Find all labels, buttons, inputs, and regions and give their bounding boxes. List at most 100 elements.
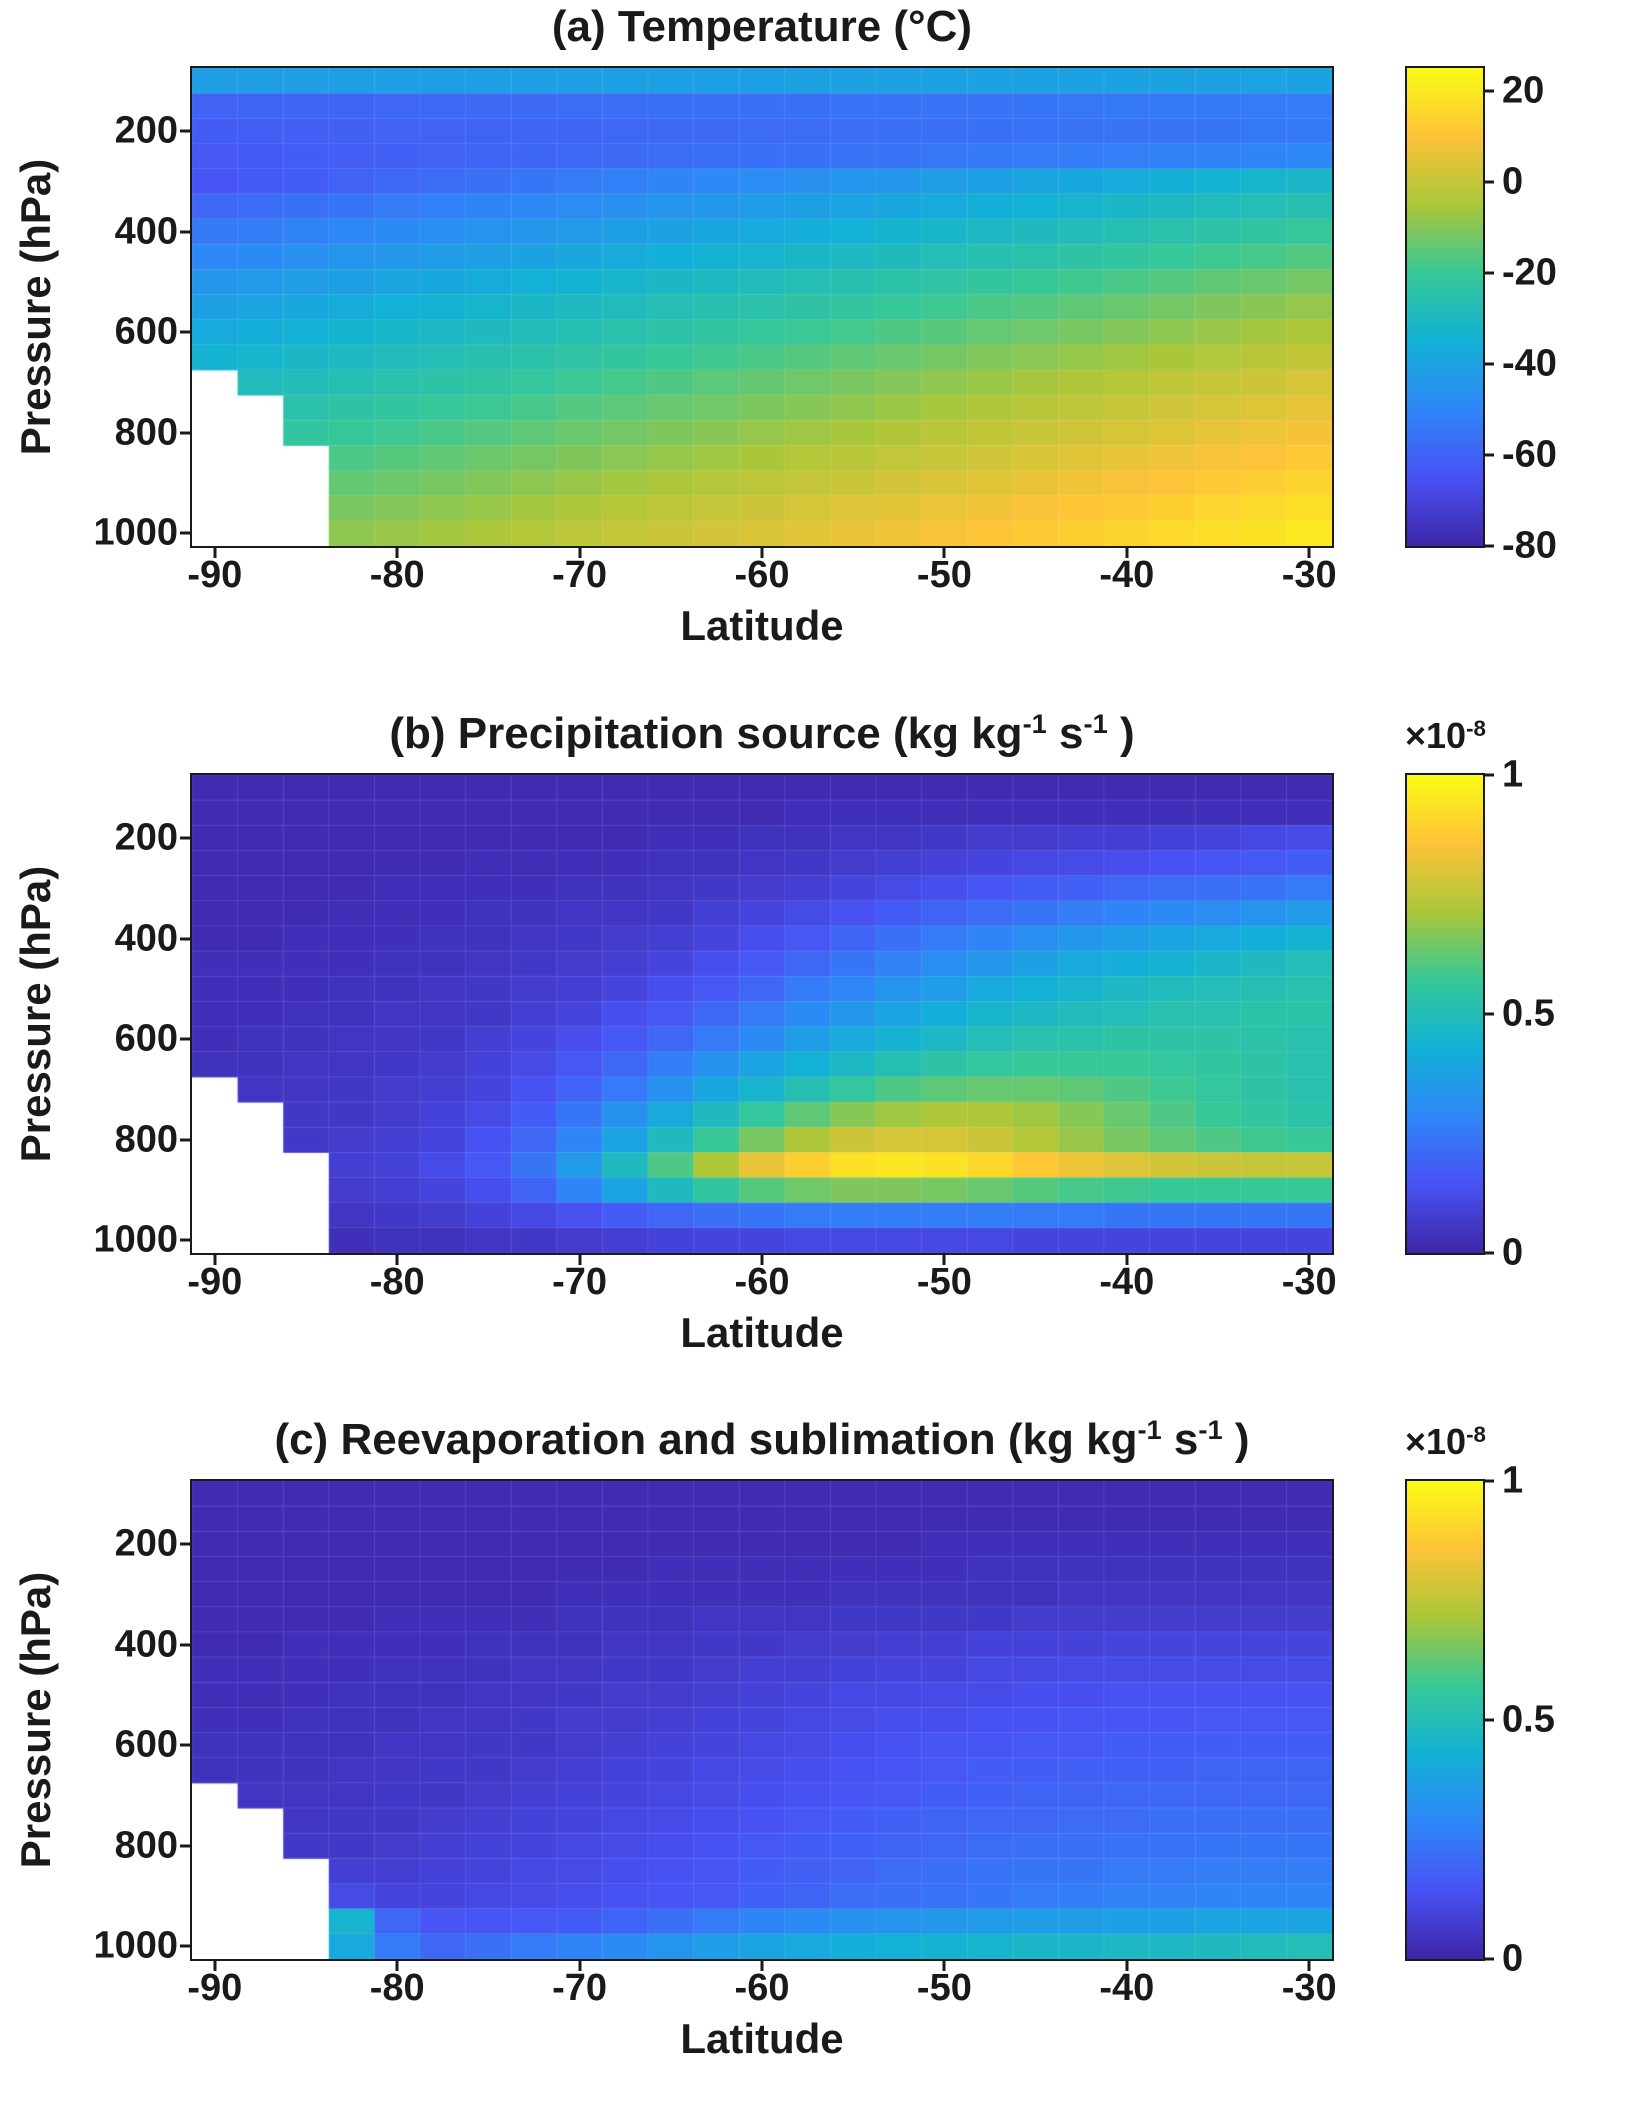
y-tick-mark bbox=[180, 1643, 190, 1647]
x-tick-label: -80 bbox=[369, 1261, 425, 1303]
colorbar-tick-mark bbox=[1485, 544, 1494, 548]
superscript-text: -8 bbox=[1466, 715, 1486, 741]
colorbar-tick-label: 0 bbox=[1502, 160, 1524, 203]
colorbar-tick-label: 1 bbox=[1502, 753, 1524, 796]
y-tick-marks bbox=[180, 68, 190, 546]
y-tick-label: 1000 bbox=[93, 511, 178, 554]
x-tick-label: -30 bbox=[1281, 1967, 1337, 2009]
colorbar-tick-labels: 20 0 -20 -40 -60 -80 bbox=[1502, 68, 1630, 566]
x-tick-mark bbox=[760, 1255, 764, 1265]
text-segment: ×10 bbox=[1405, 1421, 1467, 1462]
colorbar-tick-label: -60 bbox=[1502, 433, 1557, 476]
text-segment: (b) Precipitation source (kg kg bbox=[389, 709, 1023, 758]
y-tick-marks bbox=[180, 1481, 190, 1959]
colorbar-tick-mark bbox=[1485, 362, 1494, 366]
colorbar-tick-label: 0.5 bbox=[1502, 1698, 1555, 1741]
y-tick-label: 400 bbox=[114, 1623, 178, 1666]
colorbar-tick-labels: 1 0.5 0 bbox=[1502, 1460, 1630, 1980]
y-tick-label: 1000 bbox=[93, 1218, 178, 1261]
x-tick-label: -90 bbox=[187, 1261, 243, 1303]
panel-title: (c) Reevaporation and sublimation (kg kg… bbox=[192, 1414, 1332, 1473]
x-tick-mark bbox=[395, 1961, 399, 1971]
y-tick-label: 200 bbox=[114, 109, 178, 152]
x-tick-marks bbox=[192, 548, 1332, 558]
y-tick-label: 600 bbox=[114, 310, 178, 353]
y-tick-label: 400 bbox=[114, 917, 178, 960]
y-tick-mark bbox=[180, 1743, 190, 1747]
panel-title: (b) Precipitation source (kg kg-1 s-1 ) bbox=[192, 708, 1332, 767]
heatmap-plot bbox=[190, 66, 1334, 548]
colorbar-tick-label: 0.5 bbox=[1502, 992, 1555, 1035]
colorbar-tick-mark bbox=[1485, 271, 1494, 275]
colorbar-tick-marks bbox=[1485, 1479, 1494, 1961]
x-tick-mark bbox=[1125, 1255, 1129, 1265]
y-tick-labels: 200 400 600 800 1000 bbox=[40, 68, 178, 554]
x-tick-mark bbox=[213, 548, 217, 558]
colorbar-tick-mark bbox=[1485, 453, 1494, 457]
colorbar-tick-label: 0 bbox=[1502, 1231, 1524, 1274]
x-tick-label: -70 bbox=[552, 1261, 608, 1303]
x-tick-label: -50 bbox=[916, 1261, 972, 1303]
x-tick-label: -60 bbox=[734, 1967, 790, 2009]
y-tick-label: 400 bbox=[114, 210, 178, 253]
colorbar-canvas bbox=[1407, 775, 1483, 1253]
panel-c: (c) Reevaporation and sublimation (kg kg… bbox=[0, 1413, 1631, 2119]
y-tick-mark bbox=[180, 531, 190, 535]
colorbar-tick-mark bbox=[1485, 1479, 1494, 1483]
x-tick-mark bbox=[1307, 548, 1311, 558]
colorbar-tick-labels: 1 0.5 0 bbox=[1502, 754, 1630, 1274]
heatmap-plot bbox=[190, 1479, 1334, 1961]
colorbar-tick-label: 1 bbox=[1502, 1459, 1524, 1502]
colorbar-tick-label: -20 bbox=[1502, 251, 1557, 294]
colorbar-exponent: ×10-8 bbox=[1405, 1421, 1631, 1469]
x-tick-label: -60 bbox=[734, 1261, 790, 1303]
colorbar bbox=[1405, 1479, 1485, 1961]
superscript-text: -8 bbox=[1466, 1421, 1486, 1447]
superscript-text: -1 bbox=[1022, 708, 1047, 739]
x-tick-label: -30 bbox=[1281, 1261, 1337, 1303]
y-tick-label: 800 bbox=[114, 411, 178, 454]
x-tick-mark bbox=[578, 548, 582, 558]
superscript-text: -1 bbox=[1198, 1414, 1223, 1445]
colorbar-tick-label: -80 bbox=[1502, 524, 1557, 567]
colorbar-tick-mark bbox=[1485, 1957, 1494, 1961]
y-tick-mark bbox=[180, 230, 190, 234]
colorbar-tick-mark bbox=[1485, 89, 1494, 93]
text-segment: s bbox=[1046, 709, 1084, 758]
heatmap-plot bbox=[190, 773, 1334, 1255]
y-tick-label: 200 bbox=[114, 816, 178, 859]
x-tick-mark bbox=[1125, 548, 1129, 558]
x-tick-label: -40 bbox=[1099, 1967, 1155, 2009]
text-segment: ) bbox=[1107, 709, 1135, 758]
x-tick-mark bbox=[395, 1255, 399, 1265]
y-tick-labels: 200 400 600 800 1000 bbox=[40, 775, 178, 1261]
text-segment: ×10 bbox=[1405, 715, 1467, 756]
y-tick-label: 200 bbox=[114, 1522, 178, 1565]
colorbar-tick-marks bbox=[1485, 773, 1494, 1255]
colorbar bbox=[1405, 773, 1485, 1255]
colorbar-tick-mark bbox=[1485, 180, 1494, 184]
y-tick-label: 600 bbox=[114, 1723, 178, 1766]
y-tick-mark bbox=[180, 129, 190, 133]
y-tick-mark bbox=[180, 836, 190, 840]
x-tick-mark bbox=[213, 1255, 217, 1265]
x-axis-label: Latitude bbox=[680, 602, 844, 649]
colorbar-tick-mark bbox=[1485, 1251, 1494, 1255]
superscript-text: -1 bbox=[1137, 1414, 1162, 1445]
colorbar-tick-marks bbox=[1485, 68, 1494, 548]
colorbar-tick-mark bbox=[1485, 1718, 1494, 1722]
x-tick-label: -30 bbox=[1281, 554, 1337, 596]
panel-a: (a) Temperature (°C) Pressure (hPa) 200 4… bbox=[0, 0, 1631, 706]
x-tick-label: -40 bbox=[1099, 1261, 1155, 1303]
x-axis-label: Latitude bbox=[680, 1309, 844, 1356]
heatmap-canvas bbox=[192, 1481, 1332, 1959]
x-tick-marks bbox=[192, 1961, 1332, 1971]
y-tick-marks bbox=[180, 775, 190, 1253]
x-tick-label: -80 bbox=[369, 554, 425, 596]
x-tick-label: -40 bbox=[1099, 554, 1155, 596]
y-tick-mark bbox=[180, 330, 190, 334]
x-tick-mark bbox=[1307, 1255, 1311, 1265]
colorbar-tick-label: 20 bbox=[1502, 69, 1545, 112]
y-tick-labels: 200 400 600 800 1000 bbox=[40, 1481, 178, 1967]
superscript-text: -1 bbox=[1083, 708, 1108, 739]
